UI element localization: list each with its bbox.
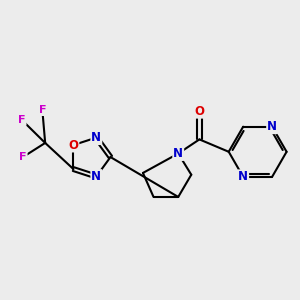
Text: F: F [19, 152, 27, 162]
Text: O: O [194, 105, 204, 118]
Text: N: N [173, 147, 183, 160]
Text: N: N [91, 170, 101, 183]
Text: N: N [238, 170, 248, 183]
Text: N: N [91, 131, 101, 144]
Text: F: F [18, 115, 26, 125]
Text: O: O [68, 139, 78, 152]
Text: N: N [267, 120, 277, 133]
Text: F: F [39, 105, 46, 115]
